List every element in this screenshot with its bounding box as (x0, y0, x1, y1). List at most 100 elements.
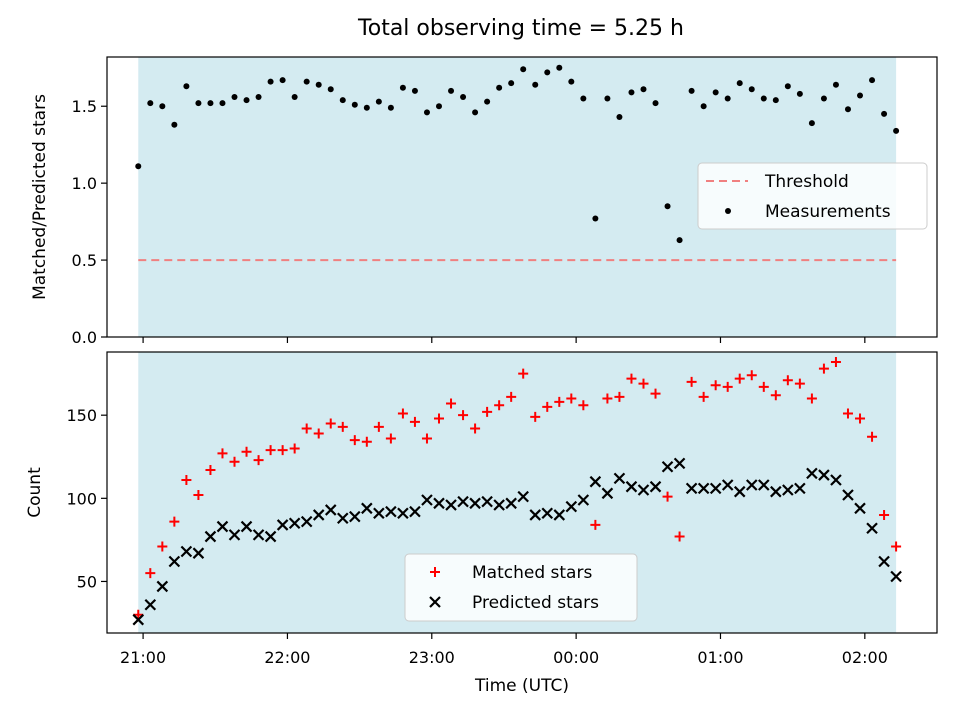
measurement-point (291, 94, 298, 100)
matched-stars-point (241, 446, 252, 457)
measurement-point (231, 94, 238, 100)
predicted-stars-point (216, 520, 229, 533)
matched-stars-point (638, 378, 649, 389)
predicted-stars-point (842, 489, 854, 501)
matched-stars-point (421, 433, 432, 444)
predicted-stars-point (336, 512, 349, 525)
ratio-legend-label: Threshold (764, 172, 849, 192)
measurement-point (736, 80, 743, 87)
ratio-ytick-label: 1.0 (72, 174, 97, 193)
matched-stars-point (698, 391, 709, 402)
predicted-stars-point (661, 460, 674, 473)
xtick-label: 21:00 (120, 648, 166, 667)
predicted-stars-point (601, 487, 614, 500)
matched-stars-point (277, 445, 288, 456)
measurement-point (604, 95, 611, 102)
measurement-point (496, 84, 503, 91)
xtick-label: 01:00 (697, 648, 743, 667)
matched-stars-point (145, 568, 156, 579)
predicted-stars-point (300, 515, 313, 528)
predicted-stars-point (541, 507, 554, 520)
predicted-stars-point (565, 500, 578, 513)
count-ytick-label: 150 (66, 406, 97, 425)
predicted-stars-point (264, 530, 277, 543)
measurement-point (339, 97, 346, 104)
matched-stars-point (674, 531, 685, 542)
predicted-stars-point (445, 499, 457, 511)
matched-stars-point (434, 413, 444, 424)
xtick-label: 22:00 (264, 648, 310, 667)
predicted-stars-point (397, 507, 409, 520)
measurement-point (423, 109, 430, 116)
measurement-point (844, 106, 851, 113)
measurement-point (700, 103, 707, 110)
ratio-legend: Threshold Measurements (697, 162, 928, 230)
predicted-stars-point (866, 522, 878, 535)
predicted-stars-point (890, 570, 902, 583)
count-axes-frame (106, 351, 938, 634)
measurement-point (267, 78, 274, 85)
matched-stars-point (554, 396, 565, 407)
measurement-point (351, 101, 358, 108)
predicted-stars-point (373, 507, 385, 520)
ratio-panel: 0.0 0.5 1.0 1.5 Matched/Predicted stars Thres… (30, 56, 938, 347)
predicted-stars-point (685, 482, 698, 495)
ratio-ytick-label: 0.0 (72, 328, 97, 347)
matched-stars-point (794, 378, 805, 389)
measurement-point (279, 77, 286, 84)
matched-stars-point (169, 516, 180, 527)
xtick-label: 00:00 (553, 648, 599, 667)
ratio-legend-box (697, 162, 928, 230)
figure-title: Total observing time = 5.25 h (357, 16, 684, 41)
matched-stars-point (133, 609, 144, 620)
predicted-stars-point (144, 598, 157, 611)
measurement-point (243, 97, 250, 104)
measurement-point (159, 103, 166, 110)
ratio-ylabel: Matched/Predicted stars (30, 94, 50, 300)
predicted-stars-point (204, 530, 217, 543)
measurement-point (375, 98, 382, 105)
predicted-stars-point (709, 482, 722, 495)
matched-stars-point (770, 390, 781, 401)
measurement-point (436, 103, 442, 110)
matched-stars-point (830, 356, 841, 367)
matched-stars-point (578, 400, 589, 411)
measurement-point (760, 95, 767, 102)
predicted-stars-point (806, 467, 818, 480)
matched-stars-point (229, 456, 240, 467)
matched-stars-point (590, 519, 601, 530)
predicted-stars-point (361, 502, 373, 515)
predicted-stars-point (697, 482, 710, 495)
measurement-point (327, 86, 334, 93)
count-ytick-label: 100 (66, 489, 97, 508)
matched-stars-point (385, 433, 396, 444)
count-panel: 50 100 150 21:00 22:00 23:00 00:00 01:00 02:00 Co… (25, 351, 938, 696)
measurement-point (748, 86, 755, 93)
matched-stars-point (373, 421, 384, 432)
matched-stars-point (458, 410, 469, 421)
xlabel: Time (UTC) (474, 676, 569, 696)
matched-stars-point (758, 381, 769, 392)
predicted-stars-point (553, 509, 566, 521)
matched-stars-point (157, 541, 168, 552)
measurement-point (399, 84, 406, 91)
measurement-point (784, 83, 791, 90)
measurement-point (508, 80, 515, 87)
predicted-stars-point (276, 519, 289, 531)
matched-stars-point (614, 391, 625, 402)
predicted-stars-point (745, 479, 758, 491)
matched-stars-point (349, 435, 360, 446)
measurement-point (363, 104, 370, 111)
count-legend-label: Matched stars (472, 563, 592, 583)
measurement-point (580, 95, 587, 102)
predicted-stars-point (830, 474, 842, 486)
matched-stars-point (506, 391, 517, 402)
matched-stars-point (842, 408, 853, 419)
matched-stars-point (602, 393, 613, 404)
predicted-stars-point (288, 517, 301, 530)
measurement-point (820, 95, 827, 102)
measurement-point (676, 237, 683, 244)
measurement-point (411, 87, 418, 94)
ratio-legend-label: Measurements (765, 202, 891, 222)
matched-stars-point (301, 423, 312, 434)
